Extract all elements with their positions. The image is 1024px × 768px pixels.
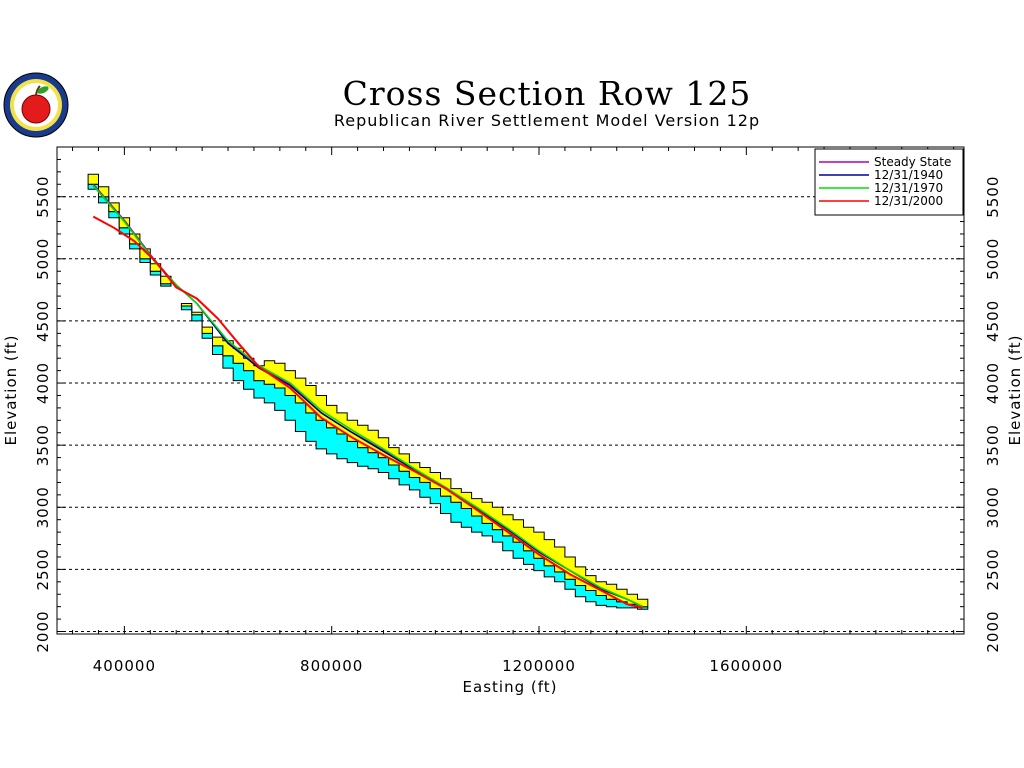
y-tick-label-right: 3500 <box>984 424 1002 466</box>
y-axis-label-right: Elevation (ft) <box>1006 334 1024 445</box>
plot-frame <box>56 146 965 635</box>
y-tick-label-right: 4500 <box>984 300 1002 342</box>
x-tick-label: 1200000 <box>502 657 576 675</box>
grid-lines <box>57 196 964 633</box>
legend: Steady State12/31/194012/31/197012/31/20… <box>814 148 964 216</box>
series-line <box>92 185 644 608</box>
chart-subtitle: Republican River Settlement Model Versio… <box>334 111 760 130</box>
y-tick-label-left: 4000 <box>34 362 52 404</box>
y-tick-label-right: 5500 <box>984 176 1002 218</box>
y-tick-label-right: 4000 <box>984 362 1002 404</box>
legend-label: Steady State <box>874 155 951 169</box>
y-tick-label-left: 5000 <box>34 238 52 280</box>
y-tick-label-right: 3000 <box>984 486 1002 528</box>
layer-fills <box>87 173 649 610</box>
lower-layer-band <box>180 305 649 610</box>
x-axis-label: Easting (ft) <box>463 678 558 696</box>
series-line <box>92 185 644 608</box>
x-tick-label: 800000 <box>300 657 363 675</box>
y-tick-label-left: 3500 <box>34 424 52 466</box>
x-tick-label: 400000 <box>93 657 156 675</box>
legend-label: 12/31/1940 <box>874 168 943 182</box>
y-tick-label-right: 5000 <box>984 238 1002 280</box>
y-tick-label-left: 2500 <box>34 548 52 590</box>
y-tick-label-left: 2000 <box>34 610 52 652</box>
series-lines <box>92 183 644 609</box>
y-tick-label-left: 3000 <box>34 486 52 528</box>
series-line <box>92 183 644 608</box>
legend-label: 12/31/1970 <box>874 181 943 195</box>
series-line <box>92 215 643 609</box>
chart-title: Cross Section Row 125 <box>343 74 752 113</box>
y-tick-label-left: 4500 <box>34 300 52 342</box>
y-tick-label-left: 5500 <box>34 176 52 218</box>
agency-logo <box>3 72 69 138</box>
y-tick-label-right: 2000 <box>984 610 1002 652</box>
y-axis: 2000 2000 2500 2500 3000 3000 3500 3500 4000 4000… <box>34 158 1002 653</box>
x-axis: 400000 800000 1200000 1600000 <box>72 147 955 675</box>
y-tick-label-right: 2500 <box>984 548 1002 590</box>
y-axis-label-left: Elevation (ft) <box>2 334 20 445</box>
legend-box <box>814 148 964 216</box>
apple-icon <box>21 94 51 124</box>
x-tick-label: 1600000 <box>709 657 783 675</box>
upper-layer-band <box>180 303 649 608</box>
legend-label: 12/31/2000 <box>874 194 943 208</box>
